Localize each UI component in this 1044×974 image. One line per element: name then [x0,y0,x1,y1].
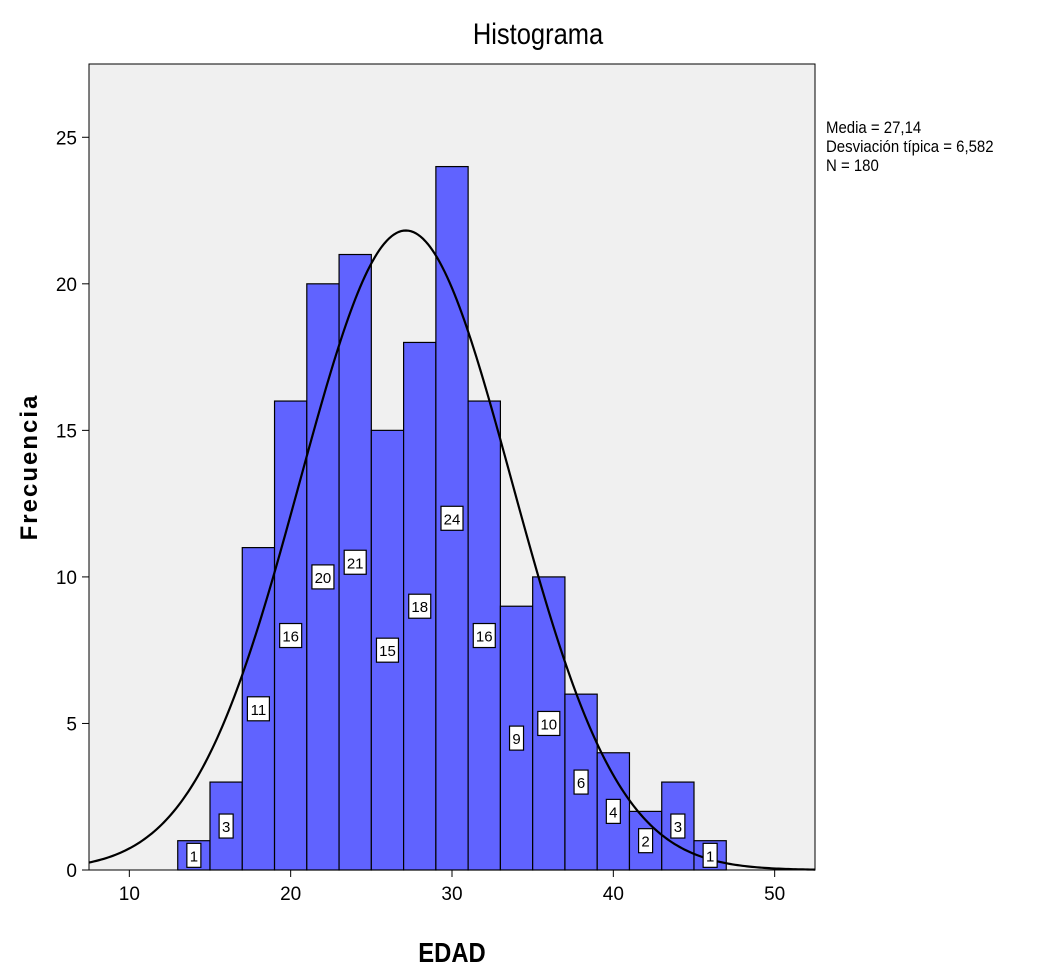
y-tick-label: 0 [66,861,77,882]
bar-value-box [702,842,718,868]
bar-value-box [537,710,561,737]
bar-value-label: 3 [222,819,230,836]
bar-value-box [440,505,464,531]
bar-value-label: 16 [476,629,493,646]
bar-value-box [343,549,367,575]
bar-value-label: 2 [641,834,649,851]
bar-value-label: 3 [674,819,682,836]
stats-std-dev: Desviación típica = 6,582 [826,137,994,156]
bar-value-box [375,637,400,663]
y-axis-label: Frecuencia [16,394,43,541]
bar-value-label: 24 [444,511,461,528]
bar-value-box [408,593,432,619]
bar-value-box [637,828,654,854]
y-tick-label: 20 [56,275,77,296]
bar-value-box [508,725,525,751]
bar-value-label: 16 [282,629,299,646]
x-tick-label: 50 [764,884,785,905]
bar-value-box [246,696,270,722]
stats-n: N = 180 [826,156,879,175]
bar-value-label: 18 [411,599,428,616]
bar-value-label: 15 [379,643,396,660]
bar-value-label: 1 [706,848,714,865]
bar-value-label: 11 [251,702,267,719]
bar-value-box [279,622,303,649]
y-tick-label: 10 [56,568,77,589]
x-tick-label: 10 [119,884,140,905]
stats-mean: Media = 27,14 [826,118,922,137]
bar-value-box [670,813,686,839]
normal-curve [88,229,816,871]
x-tick-label: 30 [441,884,462,905]
bar-value-box [186,842,202,868]
y-tick-label: 15 [56,421,77,442]
bar-value-box [472,622,496,649]
chart-title: Histograma [473,17,604,50]
bar-value-label: 20 [315,570,332,587]
bar-value-label: 1 [190,848,198,865]
bar-value-box [311,564,335,590]
y-tick-label: 25 [56,128,77,149]
statistics-legend: Media = 27,14 Desviación típica = 6,582 … [826,118,994,175]
bar-value-label: 10 [540,716,557,733]
bar-value-label: 9 [512,731,520,748]
y-tick-label: 5 [66,714,77,735]
bar-value-box [218,813,234,839]
bar-value-box [605,798,621,824]
x-tick-label: 20 [280,884,301,905]
bar-value-label: 21 [347,555,364,572]
bar-value-label: 6 [577,775,585,792]
x-axis-label: EDAD [418,936,485,968]
bar-value-label: 4 [609,804,617,821]
bar-value-box [573,769,589,795]
x-tick-label: 40 [603,884,624,905]
